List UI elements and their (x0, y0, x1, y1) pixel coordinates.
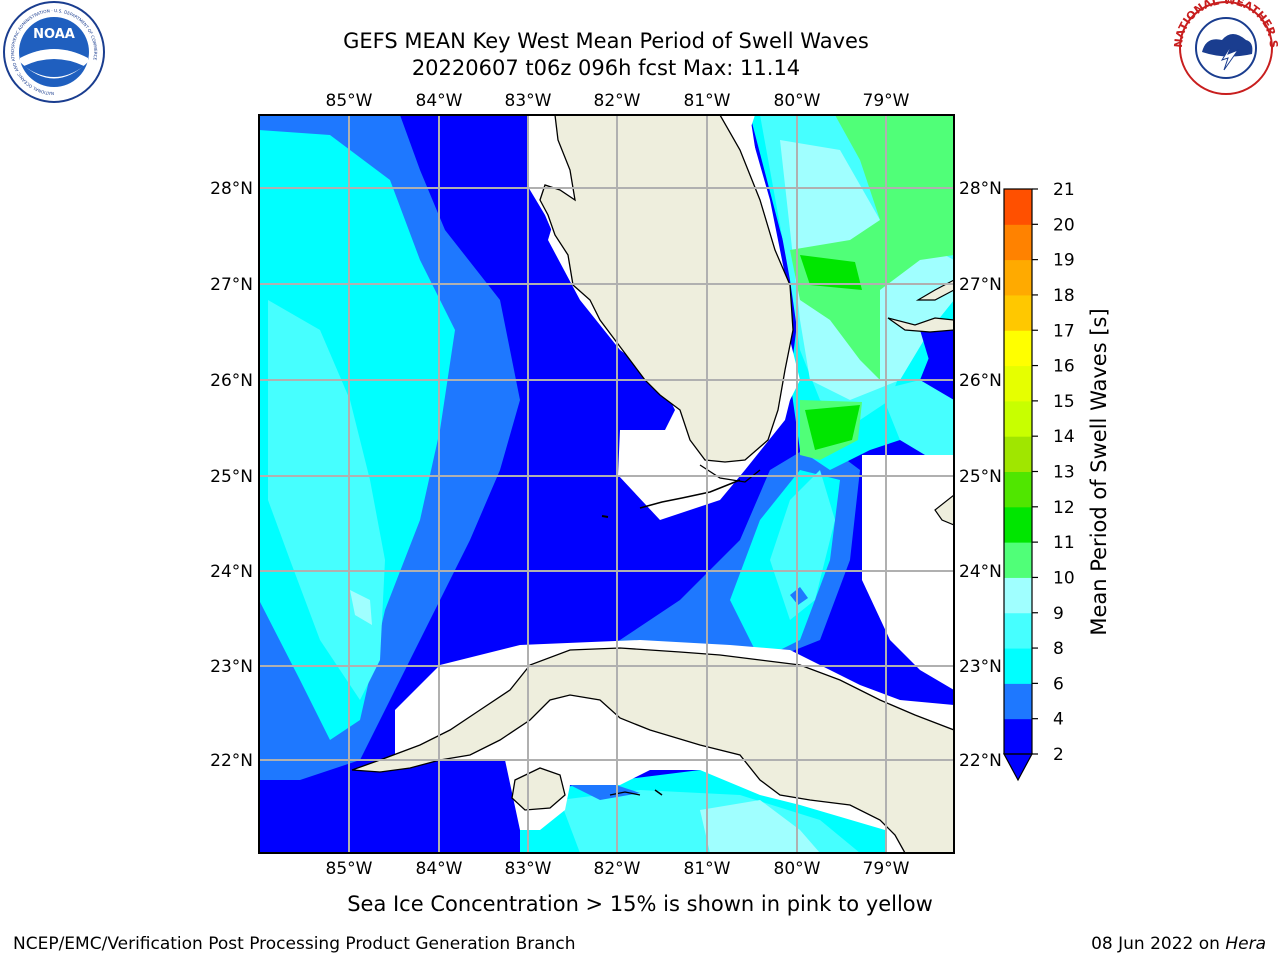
lon-label: 80°W (774, 859, 821, 879)
colorbar-cell (1004, 330, 1032, 367)
colorbar-tick-label: 20 (1053, 215, 1075, 235)
colorbar-cell (1004, 718, 1032, 755)
lat-label: 27°N (959, 275, 1002, 295)
lat-label: 26°N (959, 371, 1002, 391)
colorbar-cell (1004, 506, 1032, 543)
colorbar: 2 4 6 8 9 10 11 12 13 14 15 16 17 18 19 20 21 Mean Perio… (1002, 180, 1111, 782)
lon-label: 84°W (416, 91, 463, 111)
colorbar-tick-label: 6 (1053, 674, 1064, 694)
lon-label: 82°W (594, 859, 641, 879)
lon-label: 85°W (326, 859, 373, 879)
lon-label: 79°W (863, 91, 910, 111)
colorbar-tick-label: 11 (1053, 533, 1075, 553)
lon-label: 84°W (416, 859, 463, 879)
colorbar-cell (1004, 189, 1032, 225)
colorbar-cells (1004, 189, 1032, 755)
colorbar-label: Mean Period of Swell Waves [s] (1087, 308, 1111, 635)
lon-label: 83°W (505, 91, 552, 111)
footer-branch: NCEP/EMC/Verification Post Processing Pr… (13, 934, 576, 954)
colorbar-cell (1004, 294, 1032, 331)
lon-label: 80°W (774, 91, 821, 111)
colorbar-cell (1004, 683, 1032, 720)
map-panel (258, 114, 955, 854)
lat-label: 26°N (210, 371, 253, 391)
footer-date: 08 Jun 2022 on Hera (1091, 934, 1266, 954)
graticule (259, 115, 954, 853)
lon-labels-bottom: 85°W 84°W 83°W 82°W 81°W 80°W 79°W (326, 859, 910, 879)
colorbar-cell (1004, 224, 1032, 261)
lon-label: 81°W (684, 859, 731, 879)
lon-label: 85°W (326, 91, 373, 111)
lat-labels-right: 28°N 27°N 26°N 25°N 24°N 23°N 22°N (959, 179, 1002, 771)
colorbar-ticks: 2 4 6 8 9 10 11 12 13 14 15 16 17 18 19 20 21 (1032, 180, 1075, 765)
lat-label: 24°N (959, 562, 1002, 582)
lat-label: 28°N (210, 179, 253, 199)
lat-label: 28°N (959, 179, 1002, 199)
lat-label: 27°N (210, 275, 253, 295)
footer-machine: Hera (1225, 934, 1266, 954)
lat-label: 22°N (210, 751, 253, 771)
colorbar-cell (1004, 400, 1032, 437)
lat-label: 25°N (210, 467, 253, 487)
colorbar-cell (1004, 259, 1032, 296)
colorbar-tick-label: 18 (1053, 286, 1075, 306)
colorbar-tick-label: 2 (1053, 745, 1064, 765)
title-line-2: 20220607 t06z 096h fcst Max: 11.14 (412, 56, 800, 80)
lon-label: 81°W (684, 91, 731, 111)
colorbar-cell (1004, 612, 1032, 649)
colorbar-tick-label: 14 (1053, 427, 1075, 447)
colorbar-tick-label: 12 (1053, 498, 1075, 518)
colorbar-cell (1004, 365, 1032, 402)
colorbar-cell (1004, 577, 1032, 614)
colorbar-tick-label: 13 (1053, 463, 1075, 483)
lon-label: 82°W (594, 91, 641, 111)
lon-labels-top: 85°W 84°W 83°W 82°W 81°W 80°W 79°W (326, 91, 910, 111)
lat-label: 23°N (210, 657, 253, 677)
colorbar-cell (1004, 471, 1032, 508)
sea-ice-note: Sea Ice Concentration > 15% is shown in … (347, 892, 933, 916)
colorbar-tick-label: 8 (1053, 639, 1064, 659)
colorbar-tick-label: 17 (1053, 321, 1075, 341)
lat-label: 23°N (959, 657, 1002, 677)
map-frame (258, 114, 955, 854)
lat-label: 25°N (959, 467, 1002, 487)
colorbar-tick-label: 9 (1053, 604, 1064, 624)
colorbar-tick-label: 16 (1053, 357, 1075, 377)
colorbar-cell (1004, 436, 1032, 472)
lat-label: 24°N (210, 562, 253, 582)
colorbar-tick-label: 21 (1053, 180, 1075, 200)
colorbar-tick-label: 4 (1053, 710, 1064, 730)
lat-labels-left: 28°N 27°N 26°N 25°N 24°N 23°N 22°N (210, 179, 253, 771)
lon-label: 79°W (863, 859, 910, 879)
title-line-1: GEFS MEAN Key West Mean Period of Swell … (343, 29, 869, 53)
colorbar-tick-label: 10 (1053, 568, 1075, 588)
colorbar-tick-label: 19 (1053, 251, 1075, 271)
colorbar-cell (1004, 648, 1032, 684)
noaa-logo-text: NOAA (33, 27, 75, 42)
lon-label: 83°W (505, 859, 552, 879)
colorbar-tick-label: 15 (1053, 392, 1075, 412)
colorbar-extend-arrow (1002, 753, 1034, 782)
swell-period-field (259, 115, 954, 853)
noaa-logo: NOAA NATIONAL OCEANIC AND ATMOSPHERIC AD… (3, 1, 105, 103)
lat-label: 22°N (959, 751, 1002, 771)
colorbar-cell (1004, 542, 1032, 578)
footer-date-text: 08 Jun 2022 on (1091, 934, 1225, 954)
